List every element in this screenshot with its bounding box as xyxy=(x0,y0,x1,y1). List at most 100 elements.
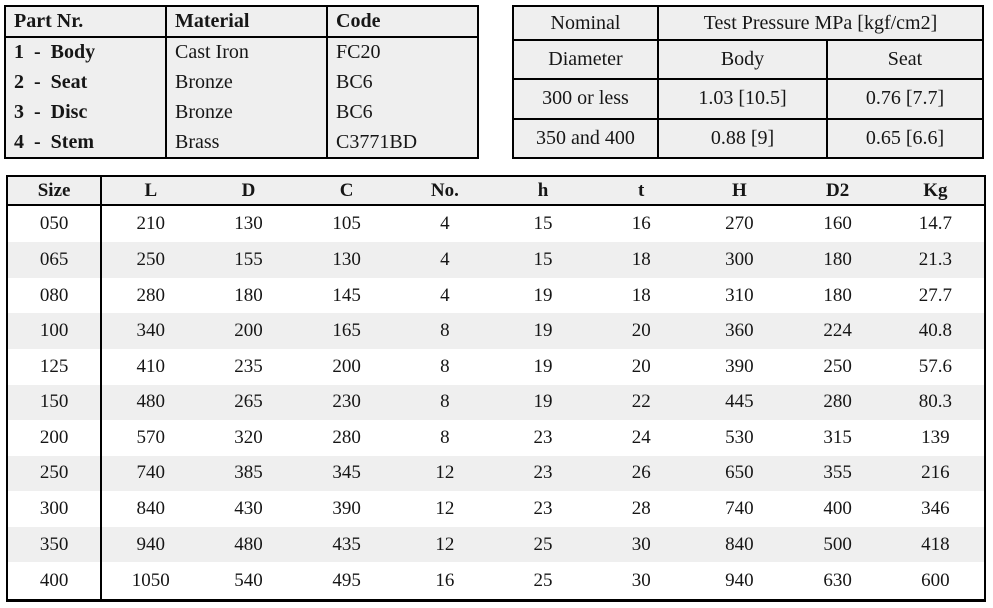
seat-column-label: Seat xyxy=(826,38,984,81)
dimension-value-cell: 19 xyxy=(533,284,553,306)
dim-header-t: t xyxy=(592,176,691,206)
dimension-value-cell: 19 xyxy=(533,320,553,342)
dimension-value-cell: 840 xyxy=(725,533,754,555)
dimension-value-cell: 650 xyxy=(725,462,754,484)
dimensions-row: 100 340 200 165 8 19 20 360 224 40.8 xyxy=(7,313,985,349)
dimension-value-cell: 210 xyxy=(136,213,166,235)
part-number-name: 2 - Seat xyxy=(5,67,167,98)
dimension-value-cell: 8 xyxy=(440,355,450,377)
size-cell: 400 xyxy=(7,562,103,601)
dimension-value-cell: 250 xyxy=(136,248,166,270)
dimensions-row: 400 1050 540 495 16 25 30 940 630 600 xyxy=(7,562,985,601)
dimension-value-cell: 12 xyxy=(435,462,455,484)
dimension-value-cell: 23 xyxy=(533,498,553,520)
pressure-row: 300 or less 1.03 [10.5] 0.76 [7.7] xyxy=(512,78,984,120)
part-number-name: 4 - Stem xyxy=(5,127,167,158)
dim-header-c: C xyxy=(297,176,396,206)
dimensions-header-row: Size L D C No. h t H D2 Kg xyxy=(7,176,985,206)
dimension-value-cell: 265 xyxy=(234,391,263,413)
body-column-label: Body xyxy=(657,38,828,81)
parts-row-body: 1 - Body Cast Iron FC20 xyxy=(5,37,478,68)
pressure-header-row-1: Nominal Test Pressure MPa [kgf/cm2] xyxy=(512,5,984,41)
dimension-value-cell: 540 xyxy=(234,569,263,591)
dimension-value-cell: 160 xyxy=(823,213,852,235)
dimension-value-cell: 130 xyxy=(332,248,361,270)
dimension-value-cell: 418 xyxy=(921,533,950,555)
dim-header-l: L xyxy=(101,176,200,206)
size-cell: 050 xyxy=(7,205,103,243)
dimension-value-cell: 20 xyxy=(631,355,651,377)
dimensions-table: Size L D C No. h t H D2 Kg 050 210 130 105 4… xyxy=(6,175,986,602)
dimension-value-cell: 430 xyxy=(234,498,263,520)
dimensions-row: 200 570 320 280 8 23 24 530 315 139 xyxy=(7,420,985,456)
dimension-value-cell: 480 xyxy=(234,533,263,555)
dimension-value-cell: 270 xyxy=(725,213,754,235)
dimensions-table-body: 050 210 130 105 4 15 16 270 160 14.7 065 250 155 130 4… xyxy=(7,205,985,601)
dimension-value-cell: 435 xyxy=(332,533,361,555)
dimension-value-cell: 385 xyxy=(234,462,263,484)
dimension-value-cell: 570 xyxy=(136,426,166,448)
body-pressure-cell: 1.03 [10.5] xyxy=(657,78,828,120)
size-cell: 100 xyxy=(7,313,103,349)
parts-header-material: Material xyxy=(166,6,328,38)
size-cell: 350 xyxy=(7,526,103,563)
dimension-value-cell: 530 xyxy=(725,426,754,448)
dimension-value-cell: 8 xyxy=(440,320,450,342)
dimension-value-cell: 21.3 xyxy=(918,248,952,270)
part-code: BC6 xyxy=(336,70,373,93)
dimension-value-cell: 250 xyxy=(823,355,852,377)
dimensions-row: 080 280 180 145 4 19 18 310 180 27.7 xyxy=(7,277,985,314)
parts-header-part-nr: Part Nr. xyxy=(5,6,167,38)
dimension-value-cell: 12 xyxy=(435,498,455,520)
dimension-value-cell: 230 xyxy=(332,391,361,413)
test-pressure-table: Nominal Test Pressure MPa [kgf/cm2] Diam… xyxy=(512,5,984,160)
dimension-value-cell: 740 xyxy=(136,462,166,484)
dimensions-row: 125 410 235 200 8 19 20 390 250 57.6 xyxy=(7,348,985,385)
dimension-value-cell: 224 xyxy=(823,320,852,342)
part-material: Bronze xyxy=(166,67,328,98)
dimension-value-cell: 280 xyxy=(332,426,361,448)
dimension-value-cell: 355 xyxy=(823,462,852,484)
dimension-value-cell: 14.7 xyxy=(918,213,952,235)
dimensions-row: 065 250 155 130 4 15 18 300 180 21.3 xyxy=(7,242,985,278)
size-cell: 200 xyxy=(7,420,103,456)
dimensions-row: 300 840 430 390 12 23 28 740 400 346 xyxy=(7,491,985,527)
dimension-value-cell: 310 xyxy=(725,284,754,306)
dimension-value-cell: 25 xyxy=(533,569,553,591)
dimension-value-cell: 8 xyxy=(440,426,450,448)
nominal-label: Nominal xyxy=(512,5,659,41)
dimension-value-cell: 180 xyxy=(823,284,852,306)
dimension-value-cell: 280 xyxy=(136,284,166,306)
dim-header-kg: Kg xyxy=(886,176,985,206)
dimension-value-cell: 180 xyxy=(234,284,263,306)
parts-row-stem: 4 - Stem Brass C3771BD xyxy=(5,127,478,158)
dimension-value-cell: 600 xyxy=(921,569,950,591)
dimension-value-cell: 740 xyxy=(725,498,754,520)
dimension-value-cell: 320 xyxy=(234,426,263,448)
dimension-value-cell: 19 xyxy=(533,355,553,377)
dimension-value-cell: 216 xyxy=(921,462,950,484)
dimension-value-cell: 80.3 xyxy=(918,391,952,413)
dimension-value-cell: 24 xyxy=(631,426,651,448)
dimension-value-cell: 315 xyxy=(823,426,852,448)
dimension-value-cell: 500 xyxy=(823,533,852,555)
diameter-label: Diameter xyxy=(512,38,659,81)
dimension-value-cell: 940 xyxy=(725,569,754,591)
parts-header-code: Code xyxy=(327,6,478,38)
dimension-value-cell: 155 xyxy=(234,248,263,270)
dimension-value-cell: 495 xyxy=(332,569,361,591)
dimension-value-cell: 12 xyxy=(435,533,455,555)
dimension-value-cell: 18 xyxy=(631,248,651,270)
size-cell: 080 xyxy=(7,277,103,314)
dimension-value-cell: 16 xyxy=(435,569,455,591)
dim-header-d2: D2 xyxy=(788,176,887,206)
dim-header-size: Size xyxy=(7,176,103,206)
dimension-value-cell: 165 xyxy=(332,320,361,342)
dimension-value-cell: 25 xyxy=(533,533,553,555)
part-material: Bronze xyxy=(166,97,328,128)
dimension-value-cell: 8 xyxy=(440,391,450,413)
pressure-row: 350 and 400 0.88 [9] 0.65 [6.6] xyxy=(512,117,984,160)
dimension-value-cell: 630 xyxy=(823,569,852,591)
dimension-value-cell: 23 xyxy=(533,426,553,448)
